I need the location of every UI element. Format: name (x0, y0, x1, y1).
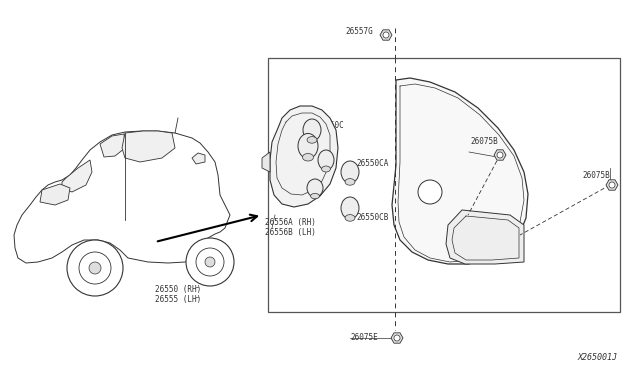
Text: X265001J: X265001J (578, 353, 618, 362)
Text: 26556B (LH): 26556B (LH) (265, 228, 316, 237)
Text: 26550 (RH): 26550 (RH) (155, 285, 201, 294)
Circle shape (89, 262, 101, 274)
Polygon shape (14, 131, 230, 263)
Text: 26550C: 26550C (316, 122, 344, 131)
Ellipse shape (310, 193, 319, 199)
Polygon shape (192, 153, 205, 164)
Ellipse shape (345, 179, 355, 185)
Text: 26556A (RH): 26556A (RH) (265, 218, 316, 227)
Circle shape (79, 252, 111, 284)
Polygon shape (40, 184, 70, 205)
Polygon shape (380, 30, 392, 40)
Text: 26550CB: 26550CB (356, 214, 388, 222)
Ellipse shape (318, 150, 334, 170)
Ellipse shape (341, 197, 359, 219)
Polygon shape (606, 180, 618, 190)
Circle shape (418, 180, 442, 204)
Text: 26075B: 26075B (470, 138, 498, 147)
Text: 26075E: 26075E (350, 334, 378, 343)
Circle shape (383, 32, 389, 38)
Polygon shape (392, 78, 528, 264)
Circle shape (196, 248, 224, 276)
Polygon shape (494, 150, 506, 160)
Text: 26075B: 26075B (582, 170, 610, 180)
Polygon shape (262, 152, 270, 172)
Ellipse shape (307, 137, 317, 143)
Text: 26555 (LH): 26555 (LH) (155, 295, 201, 304)
Circle shape (67, 240, 123, 296)
Ellipse shape (303, 154, 314, 161)
Ellipse shape (341, 161, 359, 183)
Polygon shape (62, 160, 92, 192)
Polygon shape (122, 131, 175, 162)
Text: 26550CA: 26550CA (356, 158, 388, 167)
Polygon shape (391, 333, 403, 343)
Ellipse shape (298, 134, 318, 158)
Circle shape (497, 152, 503, 158)
Ellipse shape (345, 215, 355, 221)
Bar (268, 58, 620, 312)
Ellipse shape (303, 119, 321, 141)
Circle shape (186, 238, 234, 286)
Ellipse shape (322, 166, 330, 172)
Polygon shape (270, 106, 338, 207)
Polygon shape (446, 210, 524, 264)
Circle shape (205, 257, 215, 267)
Text: 26557G: 26557G (345, 28, 372, 36)
Circle shape (394, 335, 400, 341)
Circle shape (609, 182, 615, 188)
Ellipse shape (307, 179, 323, 197)
Polygon shape (100, 134, 125, 157)
